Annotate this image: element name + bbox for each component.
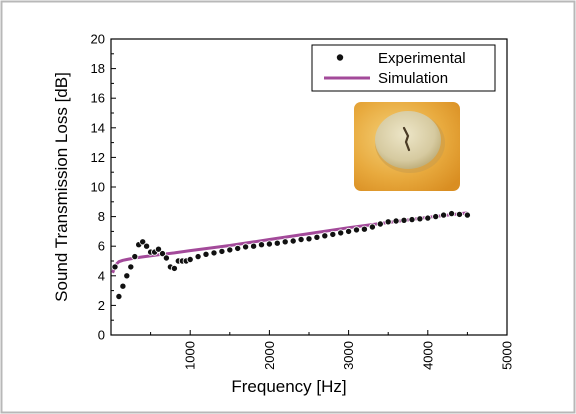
legend-label-experimental: Experimental: [378, 50, 466, 67]
experimental-point: [408, 216, 416, 224]
experimental-point: [416, 215, 424, 223]
experimental-point: [329, 230, 337, 238]
y-tick-label: 0: [98, 328, 105, 343]
experimental-point: [250, 242, 258, 250]
y-tick-label: 10: [91, 180, 105, 195]
x-tick-label: 2000: [262, 341, 277, 370]
experimental-point: [210, 249, 218, 257]
y-tick-label: 16: [91, 91, 105, 106]
experimental-point: [368, 223, 376, 231]
experimental-point: [111, 263, 119, 271]
series-experimental: [111, 210, 471, 300]
experimental-point: [297, 235, 305, 243]
experimental-point: [305, 235, 313, 243]
experimental-point: [313, 233, 321, 241]
experimental-point: [440, 211, 448, 219]
experimental-point: [143, 242, 151, 250]
y-tick-label: 2: [98, 298, 105, 313]
experimental-point: [265, 240, 273, 248]
x-tick-label: 3000: [341, 341, 356, 370]
x-axis: 1000 2000 3000 4000 5000: [150, 330, 515, 370]
experimental-point: [455, 210, 463, 218]
y-tick-label: 18: [91, 61, 105, 76]
y-tick-label: 12: [91, 150, 105, 165]
experimental-point: [448, 210, 456, 218]
legend-box: [311, 44, 496, 92]
experimental-point: [384, 218, 392, 226]
experimental-point: [352, 226, 360, 234]
experimental-point: [158, 250, 166, 258]
experimental-point: [321, 232, 329, 240]
experimental-point: [242, 243, 250, 251]
y-tick-label: 4: [98, 268, 105, 283]
x-axis-label: Frequency [Hz]: [231, 377, 346, 396]
experimental-point: [400, 216, 408, 224]
experimental-point: [131, 253, 139, 261]
experimental-point: [337, 229, 345, 237]
experimental-point: [273, 239, 281, 247]
experimental-point: [226, 246, 234, 254]
experimental-point: [392, 217, 400, 225]
inset-photo: [354, 102, 460, 191]
simulation-line: [111, 211, 468, 274]
experimental-point: [281, 238, 289, 246]
legend: Experimental Simulation: [311, 44, 496, 92]
experimental-point: [186, 255, 194, 263]
series-simulation: [111, 211, 468, 274]
y-tick-label: 14: [91, 120, 105, 135]
y-tick-label: 20: [91, 32, 105, 47]
experimental-point: [115, 292, 123, 300]
experimental-point: [202, 250, 210, 258]
experimental-point: [154, 245, 162, 253]
experimental-point: [257, 241, 265, 249]
x-tick-label: 5000: [500, 341, 515, 370]
experimental-point: [360, 225, 368, 233]
experimental-point: [127, 263, 135, 271]
experimental-point: [432, 213, 440, 221]
experimental-point: [345, 227, 353, 235]
legend-marker-experimental: [336, 54, 344, 61]
x-tick-label: 4000: [420, 341, 435, 370]
x-tick-label: 1000: [183, 341, 198, 370]
legend-label-simulation: Simulation: [378, 70, 448, 87]
experimental-point: [194, 253, 202, 261]
experimental-point: [119, 282, 127, 290]
y-tick-label: 8: [98, 209, 105, 224]
experimental-point: [218, 247, 226, 255]
y-tick-label: 6: [98, 239, 105, 254]
experimental-point: [234, 244, 242, 252]
experimental-point: [123, 272, 131, 280]
experimental-point: [170, 264, 178, 272]
experimental-point: [424, 214, 432, 222]
experimental-point: [376, 220, 384, 228]
experimental-point: [162, 254, 170, 262]
experimental-point: [289, 237, 297, 245]
experimental-point: [463, 211, 471, 219]
experimental-point: [139, 238, 147, 246]
y-axis-label: Sound Transmission Loss [dB]: [52, 72, 71, 302]
y-axis: 0 2 4 6 8 10 12 14 16 18 20: [91, 32, 116, 343]
